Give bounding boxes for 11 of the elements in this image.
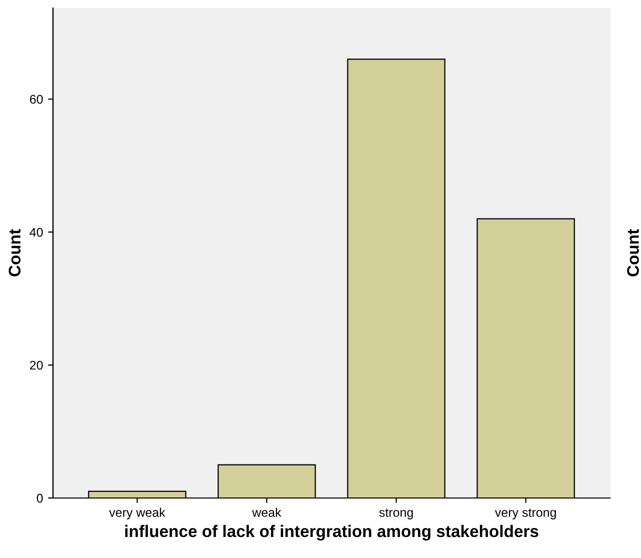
y-tick-label: 0 [36, 494, 43, 503]
y-axis-title: Count [8, 229, 21, 276]
y-tick-label: 60 [30, 94, 43, 104]
x-axis-title: influence of lack of intergration among stakeholders [125, 524, 538, 541]
y-tick-label: 40 [30, 228, 43, 237]
y-tick-label: 20 [30, 360, 43, 370]
y2-axis-title: Count [627, 229, 639, 276]
x-tick-label: very strong [494, 508, 556, 520]
x-tick-label: strong [379, 508, 413, 520]
x-tick-label: very weak [109, 508, 166, 520]
x-tick-label: weak [252, 508, 282, 517]
